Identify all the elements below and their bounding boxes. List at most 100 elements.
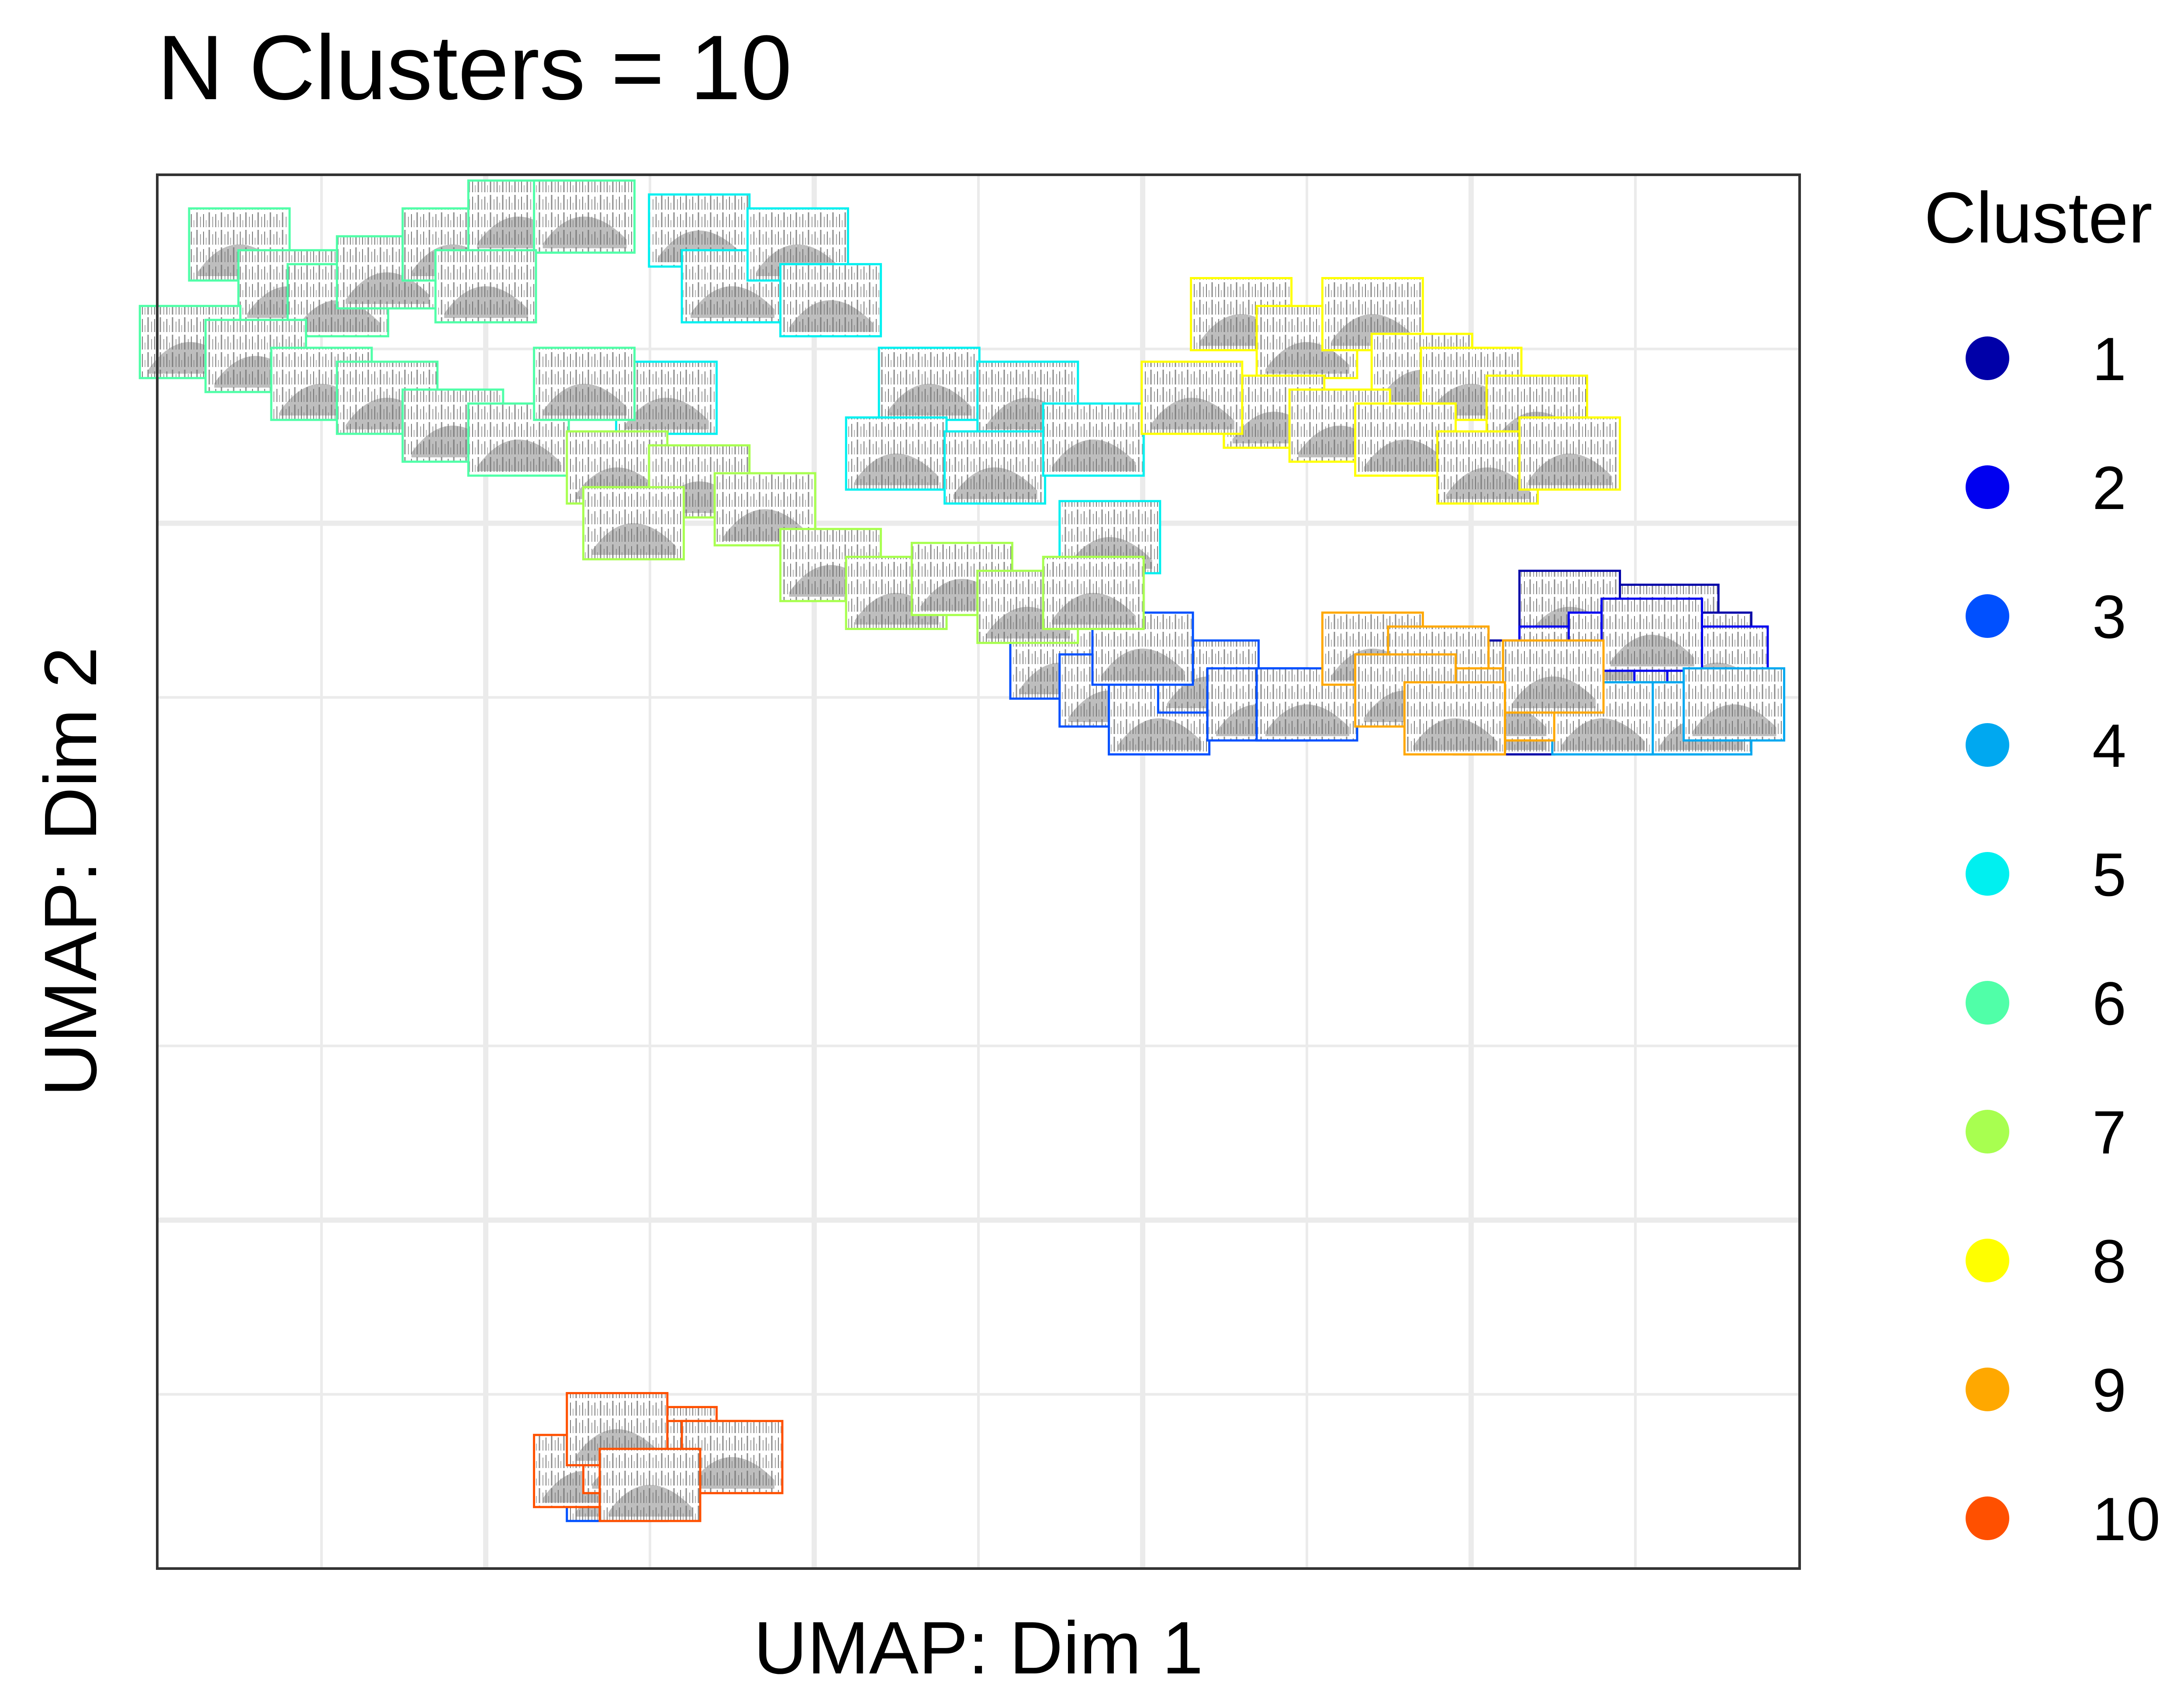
cluster-6-point	[467, 402, 570, 477]
legend-item-4: 4	[1966, 711, 2126, 780]
legend-swatch	[1966, 336, 2009, 380]
spectrogram-thumbnail	[434, 249, 537, 324]
cluster-8-point	[1518, 416, 1621, 491]
spectrogram-shape	[444, 286, 528, 318]
cluster-6-point	[533, 179, 636, 254]
legend-label: 5	[2092, 840, 2126, 909]
spectrogram-thumbnail	[1518, 416, 1621, 491]
legend-item-8: 8	[1966, 1227, 2126, 1295]
spectrogram-thumbnail	[1502, 639, 1605, 714]
spectrogram-thumbnail	[1042, 402, 1145, 477]
legend-label: 6	[2092, 969, 2126, 1038]
legend-swatch	[1966, 594, 2009, 638]
cluster-5-point	[1042, 402, 1145, 477]
spectrogram-thumbnail	[1140, 360, 1244, 435]
spectrogram-shape	[1150, 398, 1234, 429]
spectrogram-shape	[1528, 453, 1612, 485]
spectrogram-shape	[691, 1457, 774, 1489]
cluster-6-point	[434, 249, 537, 324]
spectrogram-shape	[1610, 634, 1694, 667]
spectrogram-thumbnail	[467, 402, 570, 477]
cluster-3-point	[1091, 611, 1194, 686]
spectrogram-shape	[691, 286, 774, 318]
spectrogram-shape	[1413, 718, 1497, 750]
legend: 1 2 3 4 5 6 7 8 9 10	[1966, 325, 2160, 1553]
legend-label: 3	[2092, 582, 2126, 651]
cluster-10-point	[598, 1448, 702, 1522]
spectrogram-shape	[543, 384, 627, 416]
spectrogram-shape	[477, 439, 561, 471]
spectrogram-shape	[1052, 439, 1136, 471]
legend-swatch	[1966, 1496, 2009, 1540]
spectrogram-shape	[953, 467, 1037, 499]
spectrogram-shape	[625, 398, 709, 429]
legend-item-1: 1	[1966, 325, 2126, 393]
spectrogram-shape	[1101, 648, 1185, 681]
cluster-2-point	[1600, 597, 1704, 672]
cluster-5-point	[943, 430, 1047, 505]
spectrogram-shape	[1265, 704, 1349, 736]
legend-label: 4	[2092, 711, 2126, 780]
x-axis-label: UMAP: Dim 1	[753, 1607, 1203, 1690]
spectrogram-shape	[1446, 467, 1530, 499]
cluster-5-point	[681, 249, 784, 324]
cluster-8-point	[1140, 360, 1244, 435]
cluster-7-point	[1042, 556, 1145, 630]
legend-item-7: 7	[1966, 1098, 2126, 1167]
spectrogram-shape	[855, 453, 939, 485]
legend-title: Cluster	[1924, 177, 2153, 258]
legend-label: 9	[2092, 1356, 2126, 1424]
plot-border	[156, 173, 1801, 1570]
spectrogram-thumbnail	[582, 486, 685, 561]
spectrogram-shape	[1117, 718, 1202, 750]
spectrogram-shape	[543, 216, 627, 249]
spectrogram-shape	[888, 384, 972, 416]
spectrogram-thumbnail	[1683, 667, 1786, 742]
cluster-6-point	[533, 346, 636, 421]
spectrogram-thumbnail	[779, 263, 882, 338]
legend-item-9: 9	[1966, 1356, 2126, 1424]
y-axis-label: UMAP: Dim 2	[29, 647, 112, 1097]
legend-item-6: 6	[1966, 969, 2126, 1038]
legend-swatch	[1966, 723, 2009, 767]
legend-item-3: 3	[1966, 582, 2126, 651]
legend-label: 1	[2092, 325, 2126, 393]
cluster-5-point	[845, 416, 948, 491]
spectrogram-shape	[1052, 592, 1136, 625]
cluster-4-point	[1683, 667, 1786, 742]
cluster-9-point	[1502, 639, 1605, 714]
chart-title: N Clusters = 10	[157, 16, 792, 119]
legend-swatch	[1966, 1368, 2009, 1411]
legend-swatch	[1966, 1110, 2009, 1153]
legend-item-5: 5	[1966, 840, 2126, 909]
legend-label: 8	[2092, 1227, 2126, 1295]
cluster-5-point	[779, 263, 882, 338]
spectrogram-thumbnail	[878, 346, 981, 421]
legend-item-10: 10	[1966, 1485, 2160, 1553]
legend-label: 7	[2092, 1098, 2126, 1167]
spectrogram-thumbnail	[1600, 597, 1704, 672]
spectrogram-shape	[789, 300, 873, 332]
cluster-7-point	[582, 486, 685, 561]
spectrogram-thumbnail	[845, 416, 948, 491]
legend-swatch	[1966, 852, 2009, 896]
spectrogram-shape	[1561, 718, 1645, 750]
spectrogram-shape	[1692, 704, 1776, 736]
spectrogram-thumbnail	[1403, 681, 1506, 756]
spectrogram-thumbnail	[533, 346, 636, 421]
spectrogram-thumbnail	[943, 430, 1047, 505]
legend-swatch	[1966, 1239, 2009, 1282]
legend-item-2: 2	[1966, 454, 2126, 522]
spectrogram-thumbnail	[598, 1448, 702, 1522]
spectrogram-thumbnail	[1042, 556, 1145, 630]
cluster-9-point	[1403, 681, 1506, 756]
legend-label: 2	[2092, 454, 2126, 522]
spectrogram-shape	[1512, 676, 1596, 708]
legend-label: 10	[2092, 1485, 2160, 1553]
cluster-5-point	[878, 346, 981, 421]
spectrogram-shape	[608, 1485, 692, 1517]
legend-swatch	[1966, 981, 2009, 1025]
spectrogram-thumbnail	[533, 179, 636, 254]
spectrogram-shape	[1364, 439, 1448, 471]
